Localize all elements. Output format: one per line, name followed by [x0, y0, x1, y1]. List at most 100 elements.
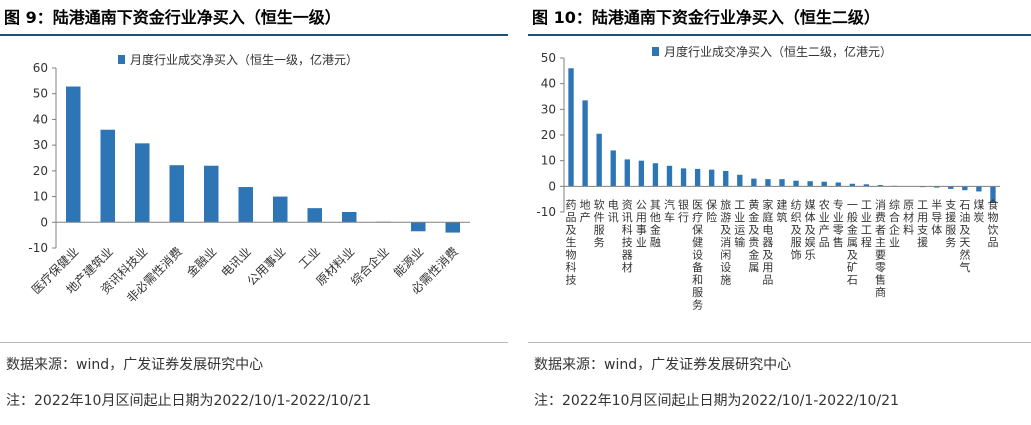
y-tick-label: 20 — [33, 164, 48, 178]
bar — [807, 181, 813, 187]
x-tick-label: 消费者主要零售商 — [875, 197, 886, 299]
x-tick-label: 软件服务 — [594, 197, 605, 249]
x-tick-label: 旅游及消闲设施 — [720, 197, 731, 286]
legend-swatch — [652, 47, 659, 56]
figure-9-panel: 图 9：陆港通南下资金行业净买入（恒生一级） -10 0 10 20 30 40 50 60 医… — [0, 0, 508, 425]
legend-swatch — [118, 55, 125, 64]
figure-10-chart: -10 0 10 20 30 40 50 药品及生物科技地产软件服务电讯资讯科技器材公用事业其… — [536, 44, 1000, 311]
x-tick-label: 专业零售 — [833, 197, 844, 249]
x-tick-label: 工业工程 — [861, 198, 872, 249]
bar — [342, 212, 357, 223]
x-tick-label: 半导体 — [931, 197, 942, 236]
y-tick-label: 60 — [33, 61, 48, 75]
y-tick-label: -10 — [536, 205, 556, 219]
x-tick-label: 工业 — [296, 245, 323, 272]
y-tick-label: 30 — [33, 138, 48, 152]
x-tick-label: 保险 — [706, 197, 717, 224]
x-tick-label: 公用事业 — [245, 245, 289, 289]
y-tick-label: 40 — [541, 77, 556, 91]
y-tick-label: 0 — [548, 179, 556, 193]
bar — [596, 133, 602, 187]
bar — [990, 186, 996, 204]
bar — [877, 185, 884, 187]
figure-9-source: 数据来源：wind，广发证券发展研究中心 — [6, 357, 264, 373]
bar — [652, 163, 659, 187]
x-tick-label: 汽车 — [664, 197, 675, 224]
bar — [624, 159, 630, 187]
x-tick-label: 地产 — [580, 198, 591, 224]
y-tick-label: 20 — [541, 128, 556, 142]
bar — [821, 181, 827, 187]
bar — [135, 143, 150, 223]
y-tick-label: 10 — [541, 154, 556, 168]
x-tick-label: 金融业 — [183, 244, 219, 280]
x-tick-label: 建筑 — [777, 197, 788, 224]
y-tick-label: 10 — [33, 190, 48, 204]
bar — [100, 129, 115, 223]
x-tick-label: 药品及生物科技 — [566, 198, 577, 286]
y-tick-label: -10 — [28, 241, 48, 255]
bar — [238, 187, 253, 223]
x-tick-label: 支援服务 — [945, 198, 956, 249]
bar — [204, 165, 219, 223]
figure-10-panel: 图 10：陆港通南下资金行业净买入（恒生二级） -10 0 10 20 30 40 50 药品… — [528, 0, 1031, 425]
bar — [66, 86, 81, 223]
figure-9-header: 图 9：陆港通南下资金行业净买入（恒生一级） — [0, 0, 508, 36]
figure-10-title: 图 10：陆港通南下资金行业净买入（恒生二级） — [532, 8, 880, 27]
bar — [568, 68, 574, 187]
x-tick-label: 医疗保健设备和服务 — [692, 198, 703, 311]
bar — [411, 222, 426, 232]
bar — [694, 168, 701, 187]
x-tick-label: 综合企业 — [889, 197, 900, 249]
bar — [863, 184, 870, 187]
bar — [962, 186, 968, 191]
bar — [445, 222, 460, 233]
figure-10-header: 图 10：陆港通南下资金行业净买入（恒生二级） — [528, 0, 1031, 36]
bar — [835, 182, 841, 187]
legend-label: 月度行业成交净买入（恒生二级，亿港元） — [664, 44, 892, 59]
x-tick-label: 工业运输 — [734, 198, 745, 249]
bar — [793, 180, 799, 187]
x-tick-label: 家庭电器及用品 — [762, 197, 773, 286]
x-tick-label: 石油及天然气 — [959, 198, 970, 273]
bar — [948, 186, 954, 189]
x-tick-label: 农业产品 — [819, 197, 830, 249]
figure-9-title: 图 9：陆港通南下资金行业净买入（恒生一级） — [4, 8, 341, 27]
bar — [582, 100, 588, 187]
x-tick-label: 公用事业 — [636, 198, 647, 249]
bar — [723, 170, 729, 187]
bar — [765, 179, 771, 187]
figure-9-note: 注：2022年10月区间起止日期为2022/10/1-2022/10/21 — [6, 393, 371, 409]
legend-label: 月度行业成交净买入（恒生一级，亿港元） — [130, 52, 358, 67]
figure-9-divider — [0, 342, 508, 343]
x-tick-label: 食物饮品 — [987, 197, 998, 249]
bar — [849, 183, 855, 187]
x-tick-label: 资讯科技器材 — [622, 198, 633, 273]
figure-10-divider — [528, 342, 1031, 343]
x-tick-label: 工用支援 — [917, 198, 928, 249]
x-tick-label: 综合企业 — [347, 244, 392, 289]
bar — [273, 196, 288, 223]
bar — [638, 160, 645, 187]
x-tick-label: 电讯 — [608, 198, 619, 224]
x-tick-label: 煤炭 — [973, 198, 984, 224]
bar — [751, 178, 757, 187]
bar — [976, 186, 982, 192]
y-tick-label: 0 — [40, 215, 48, 229]
x-tick-label: 银行 — [678, 197, 689, 224]
bar — [666, 165, 673, 187]
x-tick-label: 一般金属及矿石 — [847, 198, 858, 286]
bar — [610, 150, 616, 187]
figure-10-source: 数据来源：wind，广发证券发展研究中心 — [534, 357, 792, 373]
bar — [709, 169, 715, 187]
x-tick-label: 纺织及服饰 — [791, 197, 802, 261]
bar — [779, 179, 785, 187]
bar — [934, 186, 940, 188]
y-tick-label: 50 — [33, 87, 48, 101]
y-tick-label: 40 — [33, 112, 48, 126]
y-tick-label: 30 — [541, 102, 556, 116]
bar — [680, 168, 687, 187]
x-tick-label: 原材料 — [903, 198, 914, 236]
bar — [169, 165, 184, 223]
